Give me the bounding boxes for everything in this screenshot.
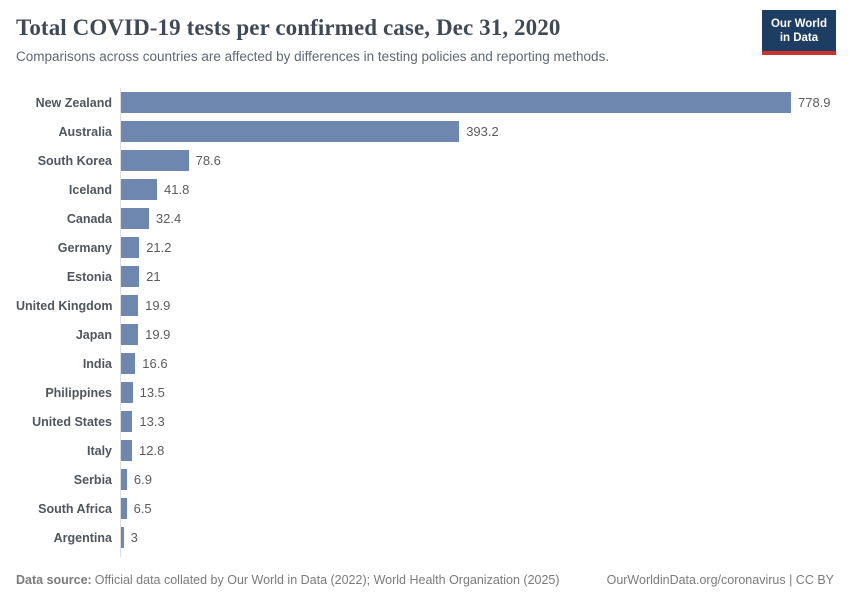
country-label: Serbia: [73, 472, 112, 487]
bar-track: 41.8: [121, 179, 834, 200]
country-label: Italy: [86, 443, 112, 458]
bar-value: 6.9: [133, 472, 152, 487]
owid-logo-line2: in Data: [779, 32, 819, 44]
bar-row: Iceland 41.8: [16, 175, 834, 204]
country-label: United States: [32, 414, 112, 429]
bar[interactable]: [121, 179, 157, 200]
bar[interactable]: [121, 150, 189, 171]
country-label: Iceland: [68, 182, 112, 197]
bar-value: 13.3: [139, 414, 165, 429]
bar-value: 19.9: [145, 298, 171, 313]
bar-value: 3: [130, 530, 138, 545]
owid-logo: Our World in Data: [761, 10, 836, 55]
bar-chart: New Zealand 778.9 Australia 393.2 South Kore…: [0, 88, 850, 557]
bar-track: 19.9: [121, 324, 834, 345]
country-label: New Zealand: [35, 95, 112, 110]
country-label: Germany: [57, 240, 112, 255]
bar-row: Serbia 6.9: [16, 465, 834, 494]
bar-track: 32.4: [121, 208, 834, 229]
bar-track: 6.5: [121, 498, 834, 519]
bar[interactable]: [121, 527, 124, 548]
country-label: Canada: [66, 211, 112, 226]
bar-track: 3: [121, 527, 834, 548]
bar-value: 41.8: [164, 182, 190, 197]
bar-value: 21.2: [146, 240, 172, 255]
country-label: Philippines: [45, 385, 112, 400]
bar-value: 6.5: [133, 501, 152, 516]
bar-track: 393.2: [121, 121, 834, 142]
chart-header: Total COVID-19 tests per confirmed case,…: [0, 0, 850, 65]
bar-value: 393.2: [466, 124, 499, 139]
bar[interactable]: [121, 498, 127, 519]
bar[interactable]: [121, 208, 149, 229]
bar-value: 778.9: [798, 95, 831, 110]
bar-track: 6.9: [121, 469, 834, 490]
bar-row: Argentina 3: [16, 523, 834, 552]
bar[interactable]: [121, 92, 791, 113]
bar-track: 21: [121, 266, 834, 287]
bar[interactable]: [121, 266, 140, 287]
bar[interactable]: [121, 237, 140, 258]
bar[interactable]: [121, 382, 133, 403]
bar-track: 12.8: [121, 440, 834, 461]
bar-row: Australia 393.2: [16, 117, 834, 146]
country-label: Argentina: [53, 530, 112, 545]
bar-rows: New Zealand 778.9 Australia 393.2 South Kore…: [16, 88, 834, 557]
country-label: India: [82, 356, 112, 371]
country-label: Estonia: [66, 269, 112, 284]
bar-row: United Kingdom 19.9: [16, 291, 834, 320]
owid-logo-line1: Our World: [770, 18, 827, 30]
bar-row: India 16.6: [16, 349, 834, 378]
header-titles: Total COVID-19 tests per confirmed case,…: [16, 14, 609, 65]
bar[interactable]: [121, 440, 132, 461]
country-label: Japan: [75, 327, 112, 342]
bar-value: 12.8: [139, 443, 165, 458]
bar-track: 13.3: [121, 411, 834, 432]
bar-row: Estonia 21: [16, 262, 834, 291]
chart-title: Total COVID-19 tests per confirmed case,…: [16, 15, 561, 40]
bar[interactable]: [121, 324, 139, 345]
bar-track: 19.9: [121, 295, 834, 316]
bar-row: Italy 12.8: [16, 436, 834, 465]
bar-track: 78.6: [121, 150, 834, 171]
bar-row: South Africa 6.5: [16, 494, 834, 523]
bar[interactable]: [121, 469, 127, 490]
bar-value: 21: [146, 269, 161, 284]
bar-row: Canada 32.4: [16, 204, 834, 233]
bar-value: 78.6: [195, 153, 221, 168]
bar[interactable]: [121, 353, 136, 374]
country-label: Australia: [58, 124, 113, 139]
country-label: South Korea: [37, 153, 112, 168]
bar[interactable]: [121, 411, 133, 432]
bar-track: 778.9: [121, 92, 834, 113]
bar-row: Philippines 13.5: [16, 378, 834, 407]
bar[interactable]: [121, 121, 460, 142]
bar-track: 21.2: [121, 237, 834, 258]
data-source-text: Official data collated by Our World in D…: [94, 573, 560, 587]
data-source-label: Data source:: [16, 573, 92, 587]
data-source: Data source: Official data collated by Ou…: [16, 572, 560, 588]
bar-track: 16.6: [121, 353, 834, 374]
bar-value: 16.6: [142, 356, 168, 371]
bar-row: New Zealand 778.9: [16, 88, 834, 117]
bar-row: Japan 19.9: [16, 320, 834, 349]
owid-link[interactable]: OurWorldinData.org/coronavirus | CC BY: [606, 573, 834, 587]
chart-subtitle: Comparisons across countries are affecte…: [16, 49, 610, 64]
bar-track: 13.5: [121, 382, 834, 403]
bar-row: United States 13.3: [16, 407, 834, 436]
bar-value: 19.9: [145, 327, 171, 342]
bar-row: South Korea 78.6: [16, 146, 834, 175]
chart-footer: Data source: Official data collated by Ou…: [16, 572, 834, 588]
bar[interactable]: [121, 295, 139, 316]
country-label: South Africa: [38, 501, 112, 516]
country-label: United Kingdom: [16, 298, 113, 313]
bar-row: Germany 21.2: [16, 233, 834, 262]
bar-value: 32.4: [155, 211, 182, 226]
bar-value: 13.5: [139, 385, 165, 400]
